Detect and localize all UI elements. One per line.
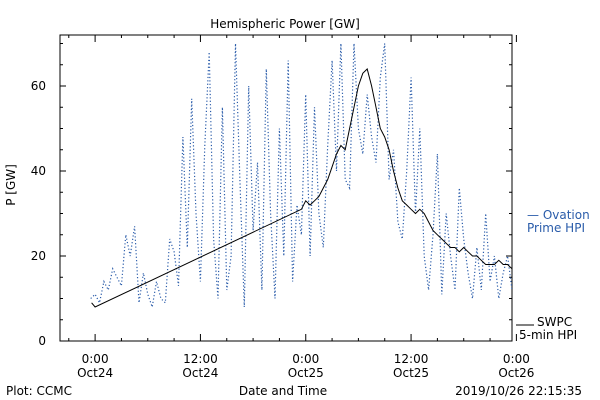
x-axis: 0:00Oct2412:00Oct240:00Oct2512:00Oct250:…	[68, 35, 534, 380]
legend-ovation-line2: Prime HPI	[527, 221, 585, 235]
chart-title: Hemispheric Power [GW]	[210, 17, 360, 31]
series-group	[90, 43, 512, 308]
x-axis-label: Date and Time	[239, 384, 327, 398]
x-tick-date: Oct24	[77, 366, 113, 380]
y-axis-label: P [GW]	[4, 164, 18, 206]
y-tick-label: 40	[31, 164, 46, 178]
y-tick-label: 0	[38, 334, 46, 348]
plot-area	[59, 34, 513, 342]
x-tick-time: 12:00	[394, 352, 429, 366]
x-tick-date: Oct26	[498, 366, 534, 380]
y-axis: 0 20 40 60	[31, 43, 512, 348]
timestamp: 2019/10/26 22:15:35	[455, 384, 582, 398]
x-tick-date: Oct25	[393, 366, 429, 380]
x-tick-date: Oct24	[182, 366, 218, 380]
legend-swpc-line2: 5-min HPI	[519, 328, 577, 342]
legend-swpc-line1: SWPC	[537, 315, 572, 329]
x-tick-time: 12:00	[183, 352, 218, 366]
x-tick-date: Oct25	[288, 366, 324, 380]
x-tick-time: 0:00	[292, 352, 319, 366]
y-tick-label: 20	[31, 249, 46, 263]
x-tick-time: 0:00	[82, 352, 109, 366]
series-line-ovation	[90, 43, 512, 308]
plot-credit: Plot: CCMC	[6, 384, 72, 398]
x-tick-time: 0:00	[503, 352, 530, 366]
y-tick-label: 60	[31, 79, 46, 93]
legend-ovation-line1: — Ovation	[527, 208, 590, 222]
series-line-swpc	[91, 68, 512, 308]
plot-frame	[59, 34, 513, 342]
